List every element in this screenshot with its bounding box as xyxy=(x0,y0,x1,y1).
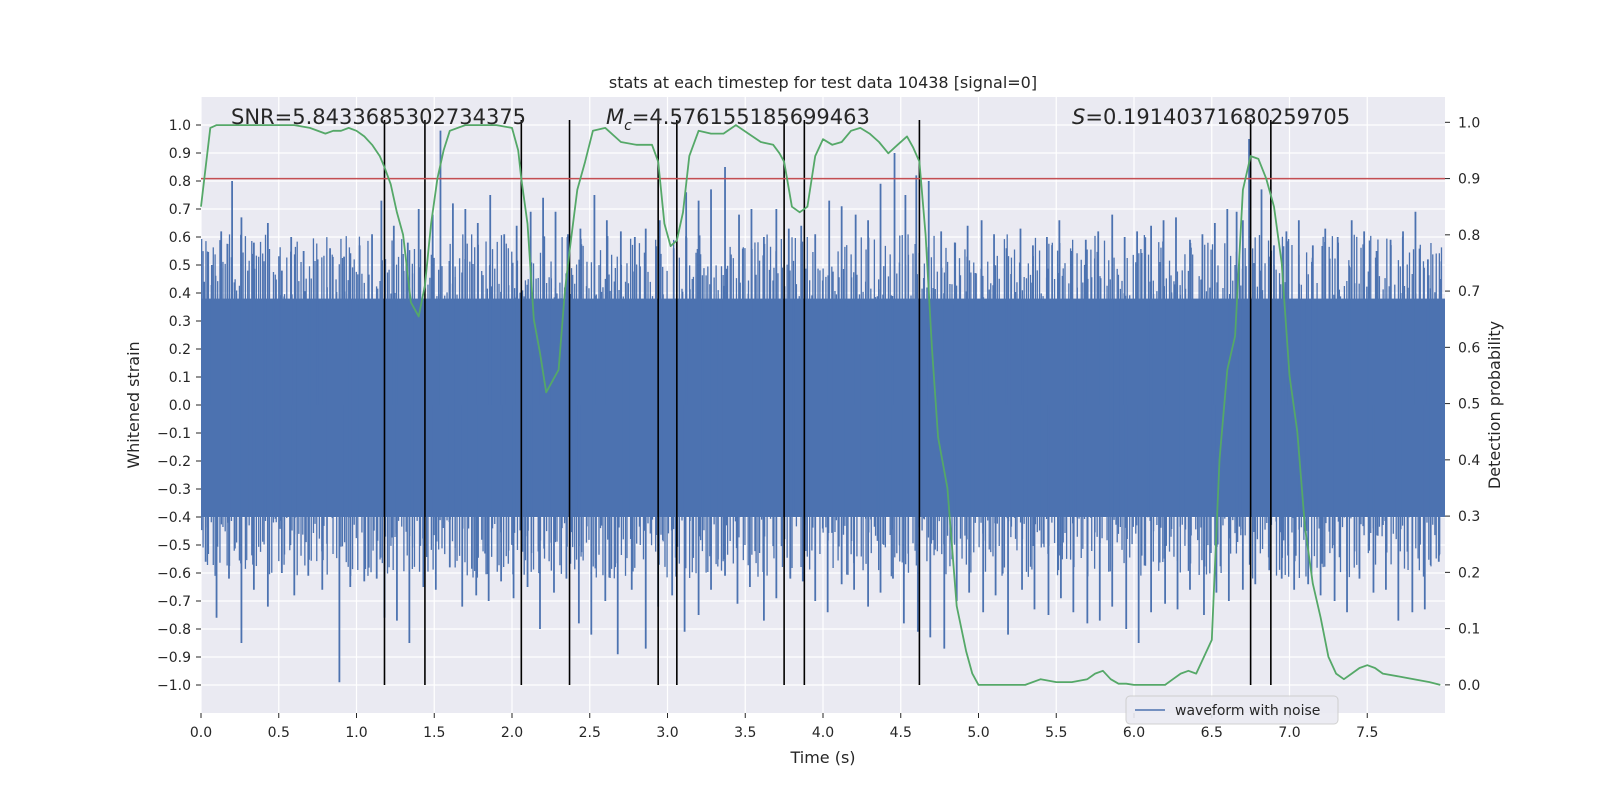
s-symbol: S xyxy=(1072,105,1085,129)
probability-series xyxy=(200,124,1441,686)
x-tick-label: 6.5 xyxy=(1201,725,1223,741)
y-tick-label: −0.8 xyxy=(157,622,191,638)
y-axis-right-label: Detection probability xyxy=(1485,321,1504,489)
y-right-tick-label: 0.1 xyxy=(1458,622,1480,638)
x-tick-label: 0.0 xyxy=(190,725,212,741)
y-tick-label: 0.6 xyxy=(169,230,191,246)
y-tick-label: 0.3 xyxy=(169,314,191,330)
x-tick-label: 2.5 xyxy=(579,725,601,741)
legend-box xyxy=(1125,695,1339,725)
s-value: =0.19140371680259705 xyxy=(1085,105,1350,129)
y-tick-label: −0.6 xyxy=(157,566,191,582)
y-tick-label: 0.8 xyxy=(169,174,191,190)
y-right-tick-label: 1.0 xyxy=(1458,115,1480,131)
y-axis-left-label: Whitened strain xyxy=(124,341,143,468)
y-right-tick-label: 0.2 xyxy=(1458,565,1480,581)
y-tick-label: 1.0 xyxy=(169,118,191,134)
x-tick-label: 6.0 xyxy=(1123,725,1145,741)
y-tick-label: −1.0 xyxy=(157,678,191,694)
y-tick-label: −0.9 xyxy=(157,650,191,666)
chirp-mass-subscript: c xyxy=(624,118,632,134)
y-right-tick-label: 0.0 xyxy=(1458,678,1480,694)
x-tick-label: 7.5 xyxy=(1356,725,1378,741)
chirp-mass-symbol: M xyxy=(606,105,624,129)
x-axis-ticks: 0.0 0.5 1.0 1.5 2.0 2.5 3.0 3.5 4.0 4.5 5.0 5.5 6.0 6… xyxy=(190,713,1378,741)
y-right-tick-label: 0.5 xyxy=(1458,397,1480,413)
y-tick-label: 0.2 xyxy=(169,342,191,358)
y-tick-label: 0.5 xyxy=(169,258,191,274)
x-tick-label: 4.5 xyxy=(890,725,912,741)
x-tick-label: 1.0 xyxy=(345,725,367,741)
y-tick-label: −0.5 xyxy=(157,538,191,554)
snr-annotation: SNR=5.8433685302734375 xyxy=(231,105,526,129)
x-axis-label: Time (s) xyxy=(789,748,855,767)
x-tick-label: 3.5 xyxy=(734,725,756,741)
y-tick-label: 0.1 xyxy=(169,370,191,386)
y-tick-label: 0.7 xyxy=(169,202,191,218)
y-right-tick-label: 0.3 xyxy=(1458,509,1480,525)
y-right-tick-label: 0.6 xyxy=(1458,340,1480,356)
y-tick-label: 0.9 xyxy=(169,146,191,162)
probability-line xyxy=(200,124,1441,686)
vertical-markers xyxy=(383,120,1272,685)
y-tick-label: 0.0 xyxy=(169,398,191,414)
legend: waveform with noise xyxy=(1125,695,1339,725)
x-tick-label: 4.0 xyxy=(812,725,834,741)
chart-title: stats at each timestep for test data 104… xyxy=(609,73,1037,92)
y-right-tick-label: 0.8 xyxy=(1458,228,1480,244)
x-tick-label: 3.0 xyxy=(656,725,678,741)
waveform-series xyxy=(201,130,1445,683)
y-right-tick-label: 0.7 xyxy=(1458,284,1480,300)
chirp-mass-value: =4.576155185699463 xyxy=(632,105,870,129)
x-tick-label: 5.0 xyxy=(967,725,989,741)
y-tick-label: 0.4 xyxy=(169,286,191,302)
x-tick-label: 5.5 xyxy=(1045,725,1067,741)
y-axis-right-ticks: 1.0 0.9 0.8 0.7 0.6 0.5 0.4 0.3 0.2 0.1 0.0 xyxy=(1445,115,1480,694)
x-tick-label: 0.5 xyxy=(268,725,290,741)
y-tick-label: −0.1 xyxy=(157,426,191,442)
x-tick-label: 2.0 xyxy=(501,725,523,741)
s-annotation: S=0.19140371680259705 xyxy=(1072,105,1350,129)
y-axis-left-ticks: 1.0 0.9 0.8 0.7 0.6 0.5 0.4 0.3 0.2 0.1 0.0 −0.1 −0.… xyxy=(157,118,201,694)
y-tick-label: −0.4 xyxy=(157,510,191,526)
y-right-tick-label: 0.4 xyxy=(1458,453,1480,469)
y-right-tick-label: 0.9 xyxy=(1458,172,1480,188)
legend-label: waveform with noise xyxy=(1175,703,1320,719)
y-tick-label: −0.2 xyxy=(157,454,191,470)
chirp-mass-annotation: Mc=4.576155185699463 xyxy=(606,105,870,134)
y-tick-label: −0.3 xyxy=(157,482,191,498)
x-tick-label: 1.5 xyxy=(423,725,445,741)
x-tick-label: 7.0 xyxy=(1278,725,1300,741)
y-tick-label: −0.7 xyxy=(157,594,191,610)
